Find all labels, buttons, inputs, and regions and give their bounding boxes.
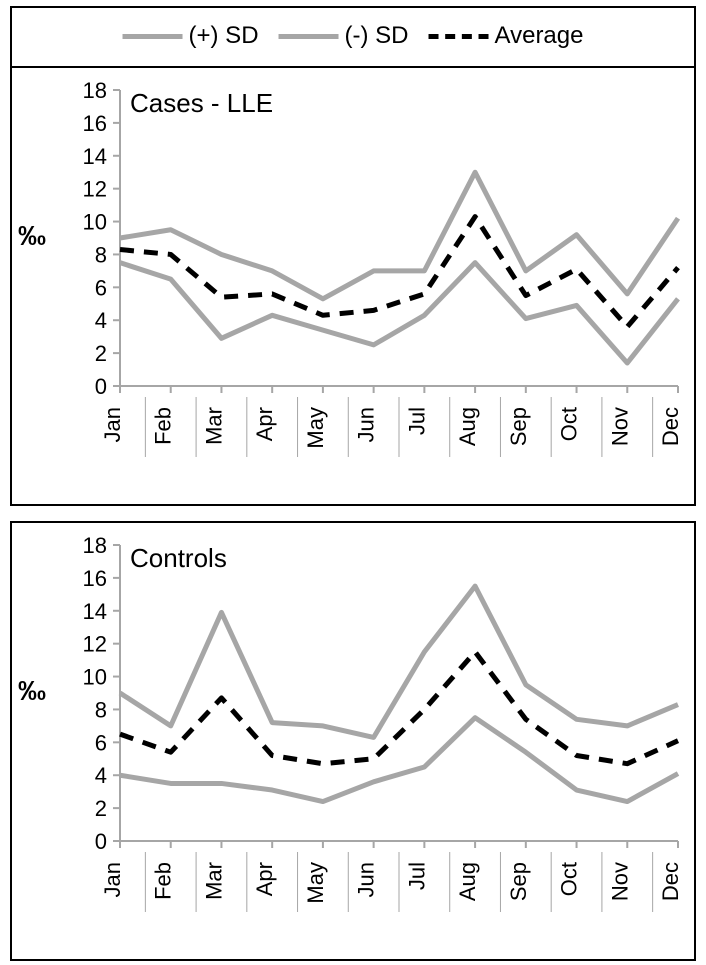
x-tick-label: Jul	[404, 407, 429, 435]
x-tick-label: Apr	[252, 407, 277, 441]
x-tick-label: Dec	[658, 407, 683, 446]
x-tick-label: Jun	[354, 862, 379, 897]
legend-average-swatch	[429, 34, 489, 39]
y-tick-label: 8	[95, 697, 107, 722]
y-tick-label: 6	[95, 730, 107, 755]
y-tick-label: 4	[95, 763, 107, 788]
legend-plus-sd: (+) SD	[123, 22, 259, 50]
x-tick-label: Aug	[455, 407, 480, 446]
x-tick-label: Nov	[607, 862, 632, 901]
legend-frame: (+) SD (-) SD Average	[10, 6, 696, 66]
legend-plus-sd-swatch	[123, 34, 183, 39]
y-tick-label: 6	[95, 275, 107, 300]
y-tick-label: 0	[95, 374, 107, 399]
chart-svg-top: 0 2 4 6 8 10 12 14 16 18 Jan Feb Mar Apr May Jun Jul Aug S…	[12, 68, 694, 504]
y-tick-label: 0	[95, 829, 107, 854]
series-plus-sd	[120, 172, 678, 299]
chart-legend: (+) SD (-) SD Average	[123, 22, 584, 50]
y-tick-label: 16	[83, 111, 107, 136]
x-tick-label: Apr	[252, 862, 277, 896]
y-tick-label: 14	[83, 144, 107, 169]
x-tick-label: Oct	[557, 407, 582, 441]
legend-minus-sd: (-) SD	[279, 22, 409, 50]
x-tick-label: Jan	[100, 407, 125, 442]
y-tick-label: 4	[95, 308, 107, 333]
legend-minus-sd-swatch	[279, 34, 339, 39]
chart-frame-bottom: 0 2 4 6 8 10 12 14 16 18 Jan Feb Mar Apr May Jun Jul Aug S…	[10, 521, 696, 961]
x-tick-label: Dec	[658, 862, 683, 901]
y-tick-label: 2	[95, 341, 107, 366]
x-tick-label: Mar	[201, 407, 226, 445]
chart-title-top: Cases - LLE	[130, 88, 273, 118]
legend-average: Average	[429, 22, 584, 50]
y-tick-label: 10	[83, 665, 107, 690]
y-tick-label: 14	[83, 599, 107, 624]
y-tick-label: 18	[83, 533, 107, 558]
x-tick-label: Nov	[607, 407, 632, 446]
x-tick-label: May	[303, 862, 328, 904]
x-tick-label: Aug	[455, 862, 480, 901]
legend-plus-sd-label: (+) SD	[189, 22, 259, 50]
x-tick-label: May	[303, 407, 328, 449]
x-tick-label: Jan	[100, 862, 125, 897]
legend-average-label: Average	[495, 22, 584, 50]
chart-svg-bottom: 0 2 4 6 8 10 12 14 16 18 Jan Feb Mar Apr May Jun Jul Aug S…	[12, 523, 694, 959]
series-average	[120, 652, 678, 764]
series-minus-sd	[120, 263, 678, 363]
y-tick-label: 8	[95, 242, 107, 267]
chart-frame-top: 0 2 4 6 8 10 12 14 16 18 Jan Feb Mar Apr May Jun Jul Aug S…	[10, 66, 696, 506]
y-tick-label: 2	[95, 796, 107, 821]
y-axis-label: ‰	[18, 675, 46, 707]
legend-minus-sd-label: (-) SD	[345, 22, 409, 50]
chart-title-bottom: Controls	[130, 543, 227, 573]
y-tick-label: 12	[83, 632, 107, 657]
y-tick-label: 18	[83, 78, 107, 103]
x-tick-label: Sep	[506, 862, 531, 901]
x-tick-label: Feb	[151, 862, 176, 900]
x-tick-label: Feb	[151, 407, 176, 445]
series-minus-sd	[120, 718, 678, 802]
y-tick-label: 10	[83, 210, 107, 235]
x-tick-label: Jun	[354, 407, 379, 442]
x-tick-label: Jul	[404, 862, 429, 890]
y-tick-label: 16	[83, 566, 107, 591]
y-axis-label: ‰	[18, 220, 46, 252]
y-tick-label: 12	[83, 177, 107, 202]
x-tick-label: Oct	[557, 862, 582, 896]
x-tick-label: Sep	[506, 407, 531, 446]
x-tick-label: Mar	[201, 862, 226, 900]
